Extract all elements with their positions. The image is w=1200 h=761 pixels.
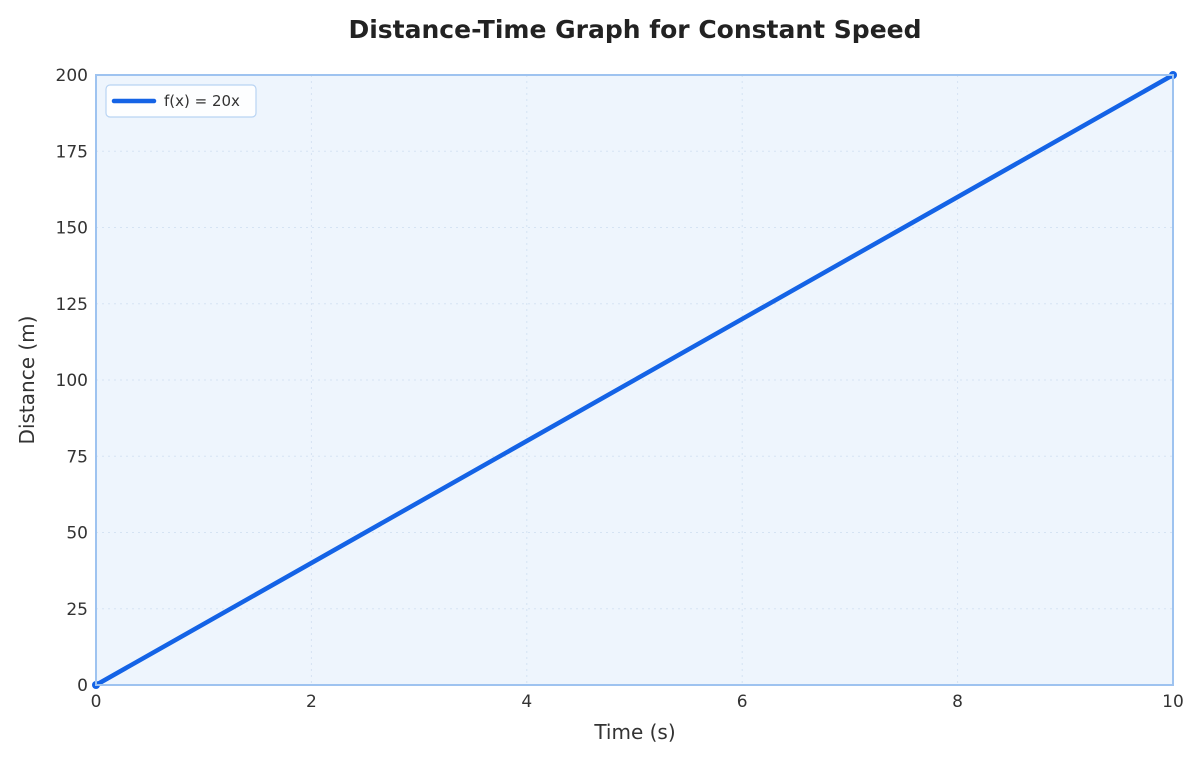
- y-tick-label: 125: [56, 295, 88, 315]
- legend-label: f(x) = 20x: [164, 92, 240, 110]
- x-tick-label: 10: [1162, 692, 1184, 712]
- y-tick-label: 75: [66, 447, 88, 467]
- legend: f(x) = 20x: [105, 84, 257, 118]
- chart-title: Distance-Time Graph for Constant Speed: [348, 15, 921, 44]
- y-axis-ticks: 0 25 50 75 100 125 150 175 200: [56, 66, 88, 696]
- y-tick-label: 25: [66, 600, 88, 620]
- x-tick-label: 2: [306, 692, 317, 712]
- y-tick-label: 200: [56, 66, 88, 86]
- x-axis-label: Time (s): [593, 720, 675, 744]
- y-axis-label: Distance (m): [15, 316, 39, 445]
- y-tick-label: 50: [66, 524, 88, 544]
- x-tick-label: 0: [91, 692, 102, 712]
- plot-frame: [95, 74, 1174, 686]
- x-tick-label: 4: [521, 692, 532, 712]
- x-axis-ticks: 0 2 4 6 8 10: [91, 692, 1184, 712]
- series-line: [93, 72, 1176, 688]
- legend-box: [105, 84, 257, 118]
- y-tick-label: 175: [56, 142, 88, 162]
- y-tick-label: 100: [56, 371, 88, 391]
- x-tick-label: 8: [952, 692, 963, 712]
- x-tick-label: 6: [737, 692, 748, 712]
- y-tick-label: 150: [56, 219, 88, 239]
- y-tick-label: 0: [77, 676, 88, 696]
